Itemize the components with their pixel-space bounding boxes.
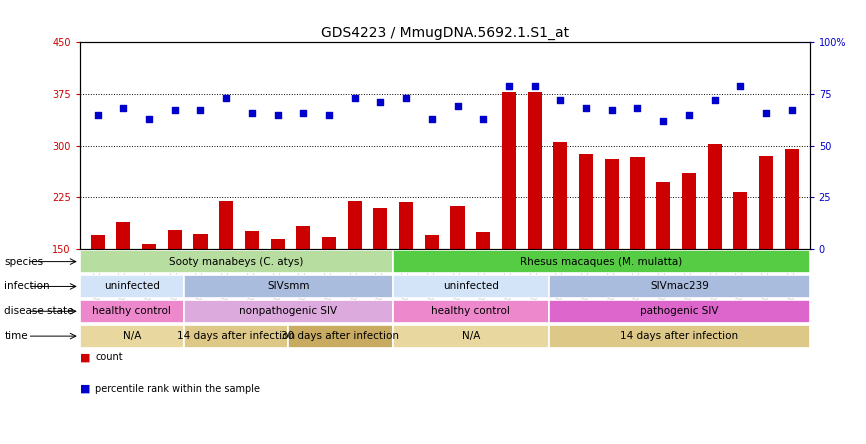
Text: healthy control: healthy control (431, 306, 510, 316)
Point (116, 105, 130, 112)
Point (476, 115, 490, 122)
Point (450, 103, 464, 110)
Point (708, 97, 721, 104)
Bar (785, 149, 798, 249)
Text: disease state: disease state (4, 306, 74, 316)
Text: time: time (4, 331, 28, 341)
Bar (708, 144, 721, 249)
Bar (322, 237, 336, 249)
Bar (392, 275, 549, 298)
Bar (116, 222, 131, 249)
Text: percentile rank within the sample: percentile rank within the sample (95, 384, 261, 393)
Point (348, 95, 362, 102)
Point (553, 97, 567, 104)
Point (91, 111, 105, 118)
Text: 30 days after infection: 30 days after infection (281, 331, 399, 341)
Text: ■: ■ (80, 353, 90, 362)
Point (271, 111, 285, 118)
Title: GDS4223 / MmugDNA.5692.1.S1_at: GDS4223 / MmugDNA.5692.1.S1_at (320, 26, 569, 40)
Text: N/A: N/A (462, 331, 480, 341)
Text: Sooty manabeys (C. atys): Sooty manabeys (C. atys) (169, 257, 303, 266)
Bar (630, 158, 644, 249)
Bar (392, 325, 549, 348)
Bar (80, 275, 184, 298)
Point (527, 82, 541, 89)
Point (296, 109, 310, 116)
Bar (502, 92, 516, 249)
Bar (347, 201, 362, 249)
Point (142, 115, 156, 122)
Text: 14 days after infection: 14 days after infection (177, 331, 295, 341)
Text: pathogenic SIV: pathogenic SIV (640, 306, 719, 316)
Point (734, 82, 747, 89)
Text: infection: infection (4, 281, 50, 291)
Bar (80, 325, 184, 348)
Bar (80, 250, 392, 273)
Bar (682, 173, 696, 249)
Text: count: count (95, 353, 123, 362)
Bar (296, 226, 310, 249)
Bar (549, 300, 810, 323)
Bar (184, 325, 288, 348)
Text: uninfected: uninfected (443, 281, 499, 291)
Bar (373, 208, 387, 249)
Point (425, 115, 439, 122)
Point (502, 82, 516, 89)
Point (759, 109, 773, 116)
Bar (553, 142, 567, 249)
Point (682, 111, 695, 118)
Bar (219, 201, 233, 249)
Point (219, 95, 233, 102)
Text: Rhesus macaques (M. mulatta): Rhesus macaques (M. mulatta) (520, 257, 682, 266)
Point (245, 109, 259, 116)
Bar (184, 275, 392, 298)
Bar (392, 250, 810, 273)
Point (630, 105, 644, 112)
Bar (734, 192, 747, 249)
Text: nonpathogenic SIV: nonpathogenic SIV (239, 306, 338, 316)
Bar (527, 92, 542, 249)
Bar (549, 325, 810, 348)
Bar (549, 275, 810, 298)
Bar (450, 206, 465, 249)
Point (579, 105, 593, 112)
Bar (245, 231, 259, 249)
Text: uninfected: uninfected (104, 281, 159, 291)
Bar (184, 300, 392, 323)
Text: N/A: N/A (123, 331, 141, 341)
Bar (193, 234, 208, 249)
Point (168, 107, 182, 114)
Point (604, 107, 618, 114)
Text: SIVsmm: SIVsmm (267, 281, 309, 291)
Text: ■: ■ (80, 384, 90, 393)
Point (373, 99, 387, 106)
Bar (142, 244, 156, 249)
Point (322, 111, 336, 118)
Bar (604, 159, 619, 249)
Bar (759, 156, 773, 249)
Text: SIVmac239: SIVmac239 (650, 281, 708, 291)
Bar (656, 182, 670, 249)
Text: healthy control: healthy control (93, 306, 171, 316)
Bar (476, 232, 490, 249)
Text: species: species (4, 257, 43, 266)
Bar (399, 202, 413, 249)
Bar (392, 300, 549, 323)
Bar (168, 230, 182, 249)
Point (785, 107, 798, 114)
Bar (424, 235, 439, 249)
Bar (579, 154, 593, 249)
Bar (91, 235, 105, 249)
Bar (270, 239, 285, 249)
Point (194, 107, 208, 114)
Bar (80, 300, 184, 323)
Text: 14 days after infection: 14 days after infection (620, 331, 739, 341)
Point (399, 95, 413, 102)
Bar (288, 325, 392, 348)
Point (656, 117, 670, 124)
